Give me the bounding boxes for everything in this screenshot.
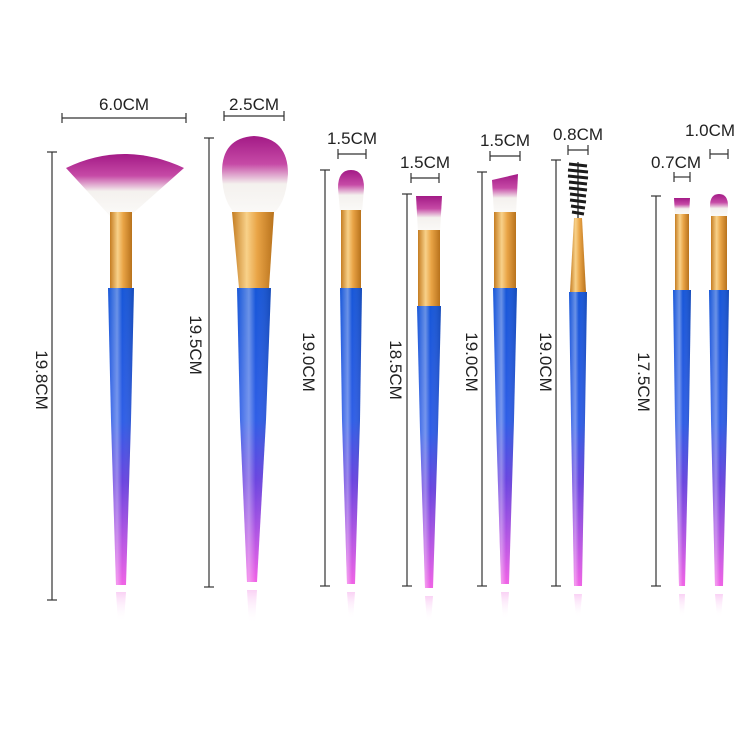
width-dimension: 2.5CM bbox=[223, 95, 285, 121]
width-label: 1.0CM bbox=[685, 121, 735, 140]
reflection bbox=[715, 594, 723, 618]
width-label: 0.7CM bbox=[651, 153, 701, 172]
domed-brush: 1.5CM 19.0CM bbox=[299, 129, 377, 620]
ferrule bbox=[232, 212, 274, 288]
width-label: 6.0CM bbox=[99, 95, 149, 114]
angled-head bbox=[492, 174, 518, 214]
length-dimension: 18.5CM bbox=[386, 193, 412, 587]
fan-head bbox=[66, 154, 184, 216]
small-flat-brush: 0.7CM bbox=[651, 153, 701, 618]
width-label: 0.8CM bbox=[553, 125, 603, 144]
width-label: 1.5CM bbox=[400, 153, 450, 172]
small-flat-head bbox=[674, 198, 690, 216]
reflection bbox=[247, 590, 257, 624]
length-label: 19.5CM bbox=[186, 315, 205, 375]
width-label: 1.5CM bbox=[327, 129, 377, 148]
shared-length-label: 17.5CM bbox=[634, 352, 653, 412]
length-label: 19.0CM bbox=[299, 332, 318, 392]
powder-head bbox=[222, 136, 288, 216]
domed-head bbox=[338, 170, 364, 212]
ferrule bbox=[494, 212, 516, 290]
width-dimension: 1.0CM bbox=[685, 121, 735, 159]
fan-brush: 6.0CM 19.8CM bbox=[32, 95, 187, 622]
reflection bbox=[574, 594, 582, 618]
width-dimension: 0.8CM bbox=[553, 125, 603, 155]
width-dimension: 0.7CM bbox=[651, 153, 701, 182]
width-dimension: 1.5CM bbox=[400, 153, 450, 183]
ferrule bbox=[675, 214, 689, 292]
spoolie-brush: 0.8CM 19.0CM bbox=[536, 125, 603, 618]
ferrule bbox=[711, 216, 727, 292]
ferrule bbox=[418, 230, 440, 308]
width-label: 2.5CM bbox=[229, 95, 279, 114]
length-dimension: 19.8CM bbox=[32, 151, 57, 601]
width-dimension: 1.5CM bbox=[327, 129, 377, 159]
length-dimension: 19.5CM bbox=[186, 137, 214, 588]
reflection bbox=[425, 596, 433, 622]
length-dimension: 19.0CM bbox=[299, 169, 330, 587]
ferrule bbox=[110, 212, 132, 288]
angled-brush: 1.5CM 19.0CM bbox=[462, 131, 530, 620]
length-label: 19.0CM bbox=[462, 332, 481, 392]
length-label: 19.8CM bbox=[32, 350, 51, 410]
reflection bbox=[679, 594, 685, 618]
reflection bbox=[347, 592, 355, 620]
spoolie-head bbox=[567, 162, 589, 218]
powder-brush: 2.5CM 19.5CM bbox=[186, 95, 288, 624]
reflection bbox=[116, 592, 126, 622]
length-dimension: 19.0CM bbox=[536, 159, 561, 587]
width-dimension: 1.5CM bbox=[480, 131, 530, 161]
length-label: 18.5CM bbox=[386, 340, 405, 400]
shared-length-dimension: 17.5CM bbox=[634, 195, 661, 587]
ferrule bbox=[341, 210, 361, 288]
flat-shader-brush: 1.5CM 18.5CM bbox=[386, 153, 450, 622]
small-round-brush: 1.0CM bbox=[685, 121, 735, 618]
flat-head bbox=[416, 196, 442, 232]
width-label: 1.5CM bbox=[480, 131, 530, 150]
reflection bbox=[501, 592, 509, 620]
ferrule bbox=[570, 218, 586, 292]
length-label: 19.0CM bbox=[536, 332, 555, 392]
length-dimension: 19.0CM bbox=[462, 171, 487, 587]
small-round-head bbox=[710, 194, 728, 218]
width-dimension: 6.0CM bbox=[61, 95, 187, 123]
